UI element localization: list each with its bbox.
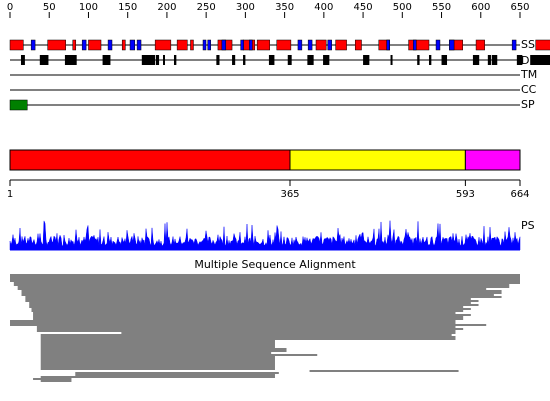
helix-block [276, 39, 292, 51]
tm-track-label: TM [521, 68, 538, 81]
strand-block [511, 39, 517, 51]
scale-tick-label: 100 [79, 2, 98, 13]
disorder-block [173, 55, 177, 65]
helix-block [121, 39, 126, 51]
scale-tick-label: 200 [157, 2, 176, 13]
signal-peptide-block [9, 99, 28, 111]
helix-block [47, 39, 66, 51]
scale-tick-label: 500 [393, 2, 412, 13]
ss-track-label: SS [521, 38, 535, 51]
strand-block [413, 39, 417, 51]
strand-block [327, 39, 332, 51]
disorder-block [323, 55, 330, 65]
disorder-block [243, 55, 246, 65]
helix-block [354, 39, 362, 51]
disorder-track-label: D [521, 54, 530, 67]
scale-tick-label: 50 [43, 2, 56, 13]
disorder-block [163, 55, 165, 65]
disorder-block [39, 55, 49, 65]
disorder-block [141, 55, 156, 65]
scale-tick-label: 300 [236, 2, 255, 13]
disorder-block [287, 55, 292, 65]
disorder-block [417, 55, 420, 65]
strand-block [81, 39, 87, 51]
strand-block [136, 39, 142, 51]
domain-boundary-label: 365 [280, 189, 299, 200]
strand-block [107, 39, 113, 51]
disorder-block [268, 55, 275, 65]
disorder-block [530, 55, 550, 65]
disorder-block [472, 55, 480, 65]
strand-block [129, 39, 136, 51]
disorder-block [428, 55, 432, 65]
domain-boundary-label: 593 [456, 189, 475, 200]
helix-block [335, 39, 347, 51]
strand-block [449, 39, 455, 51]
helix-block [88, 39, 102, 51]
scale-tick-label: 600 [471, 2, 490, 13]
disorder-block [232, 55, 236, 65]
scale-tick-label: 0 [7, 2, 13, 13]
helix-block [176, 39, 188, 51]
disorder-block [20, 55, 25, 65]
disorder-block [516, 55, 523, 65]
domain-segment [9, 149, 291, 171]
helix-block [72, 39, 77, 51]
strand-block [240, 39, 244, 51]
disorder-block [155, 55, 160, 65]
scale-tick-label: 150 [118, 2, 137, 13]
scale-tick-label: 250 [197, 2, 216, 13]
disorder-block [491, 55, 498, 65]
strand-block [386, 39, 390, 51]
domain-boundary-label: 1 [7, 189, 13, 200]
msa-title: Multiple Sequence Alignment [194, 258, 356, 271]
scale-tick-label: 350 [275, 2, 294, 13]
disorder-block [307, 55, 314, 65]
disorder-block [216, 55, 220, 65]
ps-track-label: PS [521, 219, 535, 232]
disorder-block [441, 55, 448, 65]
helix-block [154, 39, 172, 51]
sp-track-label: SP [521, 98, 535, 111]
strand-block [221, 39, 227, 51]
strand-block [207, 39, 211, 51]
strand-block [249, 39, 253, 51]
disorder-block [64, 55, 77, 65]
helix-block [535, 39, 550, 51]
helix-block [9, 39, 24, 51]
strand-block [30, 39, 36, 51]
ps-profile [9, 220, 521, 251]
disorder-block [363, 55, 370, 65]
helix-block [475, 39, 485, 51]
strand-block [307, 39, 313, 51]
helix-block [315, 39, 327, 51]
helix-block [408, 39, 430, 51]
strand-block [435, 39, 441, 51]
strand-block [297, 39, 303, 51]
domain-segment [464, 149, 521, 171]
scale-tick-label: 400 [314, 2, 333, 13]
scale-tick-label: 650 [510, 2, 529, 13]
helix-block [256, 39, 270, 51]
disorder-block [390, 55, 393, 65]
disorder-block [487, 55, 491, 65]
strand-block [202, 39, 207, 51]
domain-boundary-label: 664 [510, 189, 529, 200]
domain-segment [289, 149, 466, 171]
helix-block [190, 39, 194, 51]
scale-tick-label: 450 [354, 2, 373, 13]
helix-block [242, 39, 256, 51]
cc-track-label: CC [521, 83, 537, 96]
disorder-block [102, 55, 111, 65]
scale-tick-label: 550 [432, 2, 451, 13]
